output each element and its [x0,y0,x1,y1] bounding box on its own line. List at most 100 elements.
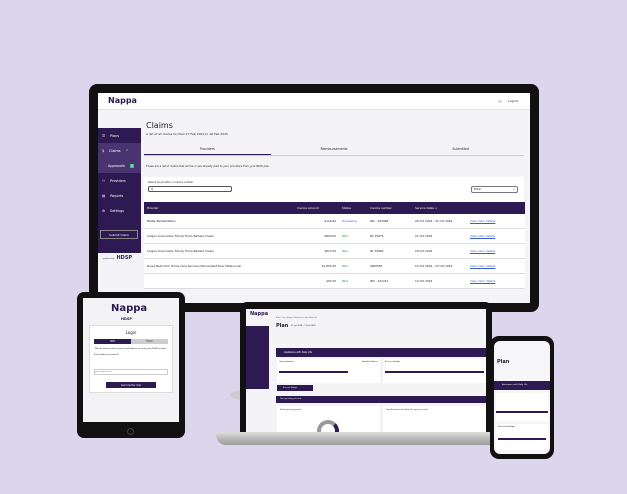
label: Claims [109,148,121,153]
filter-label: Filter [474,187,482,191]
approvals-badge: 1 [129,163,134,168]
col-status[interactable]: Status [339,202,367,214]
label: Reports [110,193,124,198]
phone-reserved-card: Reserved budget [496,424,548,450]
cell-dates: 10 Oct 2024 - 23 Oct 2024 [412,258,467,274]
tablet-home-button [127,428,134,435]
filter-select[interactable]: Filter ⌄ [471,186,518,193]
laptop-base [216,432,512,445]
cell-provider: Nurse Next Door Home Care Services (Nurs… [144,258,294,274]
email-toggle[interactable]: Email [131,339,168,344]
tab-providers[interactable]: Providers [144,144,271,155]
cell-status: Paid [339,273,367,289]
cell-dates: 29 Oct 2024 - 31 Oct 2024 [412,214,467,229]
spend-overview-card: Your Assistance with Daily Life spend ov… [383,406,486,432]
cell-provider [144,273,294,289]
page-title: Claims [146,121,173,130]
cell-status: Paid [339,243,367,259]
cell-provider: Better Rehabilitation [144,214,294,229]
chevron-down-icon: ⌄ [512,187,515,191]
col-action [467,202,525,214]
cell-invoice: RC 35864 [367,243,412,259]
col-amount[interactable]: Invoice amount [294,202,339,214]
reports-icon: ▤ [102,193,106,198]
hdsp-logo: powered by HDSP [103,255,133,261]
logout-link[interactable]: Logout [508,99,519,103]
table-row: Better Rehabilitation $118.40 Processing IN… [144,214,525,229]
laptop-title: Plan [276,323,289,329]
label: Providers [110,178,126,183]
tablet-hdsp-logo: HDSP [121,317,132,321]
spending-header: Your spending overview [276,396,486,403]
laptop-screen: Nappa Plan / Core Budget / Assistance wi… [246,309,486,432]
sidebar-item-reports[interactable]: ▤ Reports [98,188,141,203]
sidebar-item-settings[interactable]: ⚙ Settings [98,203,141,218]
logo: Nappa [108,96,137,105]
col-invoice[interactable]: Invoice number [367,202,412,214]
cell-provider: Colgan Corporation Family Trust (Radiant… [144,243,294,259]
table-row: Colgan Corporation Family Trust (Radiant… [144,228,525,244]
opening-card: Opening balance Available balance [277,359,380,383]
user-icon[interactable]: ⚇ [498,99,502,104]
claims-table: Provider Invoice amount Status Invoice n… [144,202,525,289]
cell-link[interactable]: View claim details [467,243,525,259]
tablet-logo: Nappa [111,303,148,314]
laptop-sidebar [246,326,269,389]
cell-amount: $118.40 [294,214,339,229]
cell-amount: $850.00 [294,228,339,244]
send-code-button[interactable]: Send me the code [106,382,156,388]
cell-invoice: 0000587 [367,258,412,274]
tab-submitted[interactable]: Submitted [452,147,469,151]
cell-link[interactable]: View claim details [467,258,525,274]
page-subtitle: A list of all claims for Plan 17 Feb 202… [146,132,228,136]
cell-link[interactable]: View claim details [467,228,525,244]
phone-screen: Plan Assistance with Daily Life Reserved… [494,341,550,454]
cell-status: Paid [339,258,367,274]
phone-title: Plan [497,359,510,365]
claims-icon: $ [102,148,105,153]
cell-invoice: INV - 231212 [367,273,412,289]
col-dates[interactable]: Service dates ↓ [412,202,467,214]
col-provider[interactable]: Provider [144,202,294,214]
login-title: Login [125,330,137,335]
search-input[interactable]: ⚲ [148,186,232,192]
cell-amount: $97.00 [294,273,339,289]
providers-icon: ⚇ [102,178,106,183]
cell-status: Paid [339,228,367,244]
table-row: Nurse Next Door Home Care Services (Nurs… [144,258,525,274]
label: Plans [110,133,120,138]
label: Settings [110,208,124,213]
cell-link[interactable]: View claim details [467,273,525,289]
login-toggle: SMS Email [94,339,168,344]
reserve-budget-button[interactable]: Reserve Budget [277,385,313,391]
email-input[interactable] [94,369,168,375]
reserved-card: Reserved budget [383,359,486,383]
cell-dates: 18 Oct 2024 [412,243,467,259]
desktop-screen: Nappa ⚇ Logout ☰ Plans $ Claims ^ Approvals… [98,93,530,303]
table-row: Colgan Corporation Family Trust (Radiant… [144,243,525,259]
description: These are a list of claims that will be … [146,165,271,168]
laptop-dates: 17 Jul 2024 - 17 Jul 2025 [291,325,316,327]
tab-reimbursements[interactable]: Reimbursements [320,147,348,151]
laptop-logo: Nappa [250,311,269,317]
gear-icon: ⚙ [102,208,106,213]
login-text: We can send a code to your email address… [95,348,167,350]
search-icon: ⚲ [151,187,154,191]
phone-card-header: Assistance with Daily Life [494,381,550,390]
cell-status: Processing [339,214,367,229]
laptop-breadcrumb[interactable]: Plan / Core Budget / Assistance with Dai… [276,317,318,319]
sidebar-item-approvals[interactable]: Approvals 1 [98,158,141,173]
main-content: Claims A list of all claims for Plan 17 … [144,110,530,303]
chevron-up-icon: ^ [125,148,129,153]
sidebar-item-claims[interactable]: $ Claims ^ [98,143,141,158]
sidebar-item-plans[interactable]: ☰ Plans [98,128,141,143]
cell-amount: $1,853.45 [294,258,339,274]
cell-link[interactable]: View claim details [467,214,525,229]
app-header: Nappa ⚇ Logout [98,93,530,110]
search-panel: Search by provider or invoice number ⚲ F… [144,177,524,202]
sidebar-item-providers[interactable]: ⚇ Providers [98,173,141,188]
submit-claim-button[interactable]: Submit Claim [100,230,138,239]
sms-toggle[interactable]: SMS [94,339,131,344]
cell-dates: 10 Oct 2024 [412,273,467,289]
chart-card: Funds spent by provider [277,406,380,432]
